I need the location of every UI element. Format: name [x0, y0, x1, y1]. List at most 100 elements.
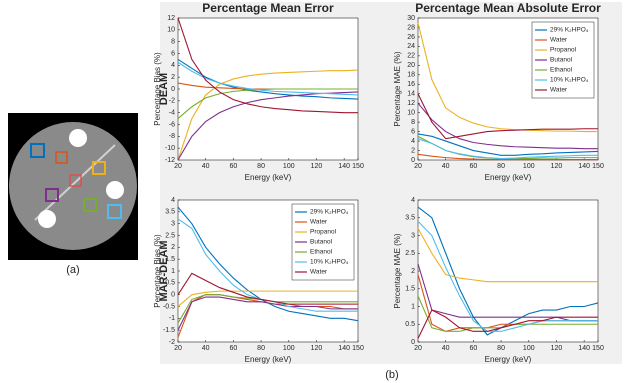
y-tick-label: 4	[171, 197, 175, 204]
y-tick-label: 14	[407, 91, 415, 98]
y-tick-label: 0	[411, 339, 415, 346]
y-tick-label: -8	[169, 133, 175, 140]
y-tick-label: 0	[171, 292, 175, 299]
legend-label: Water	[310, 219, 328, 226]
insert	[69, 129, 87, 147]
insert	[38, 210, 56, 228]
legend-label: 29% K₂HPO₄	[310, 209, 349, 216]
chart-title: Percentage Mean Absolute Error	[415, 1, 601, 15]
y-tick-label: 12	[167, 15, 175, 22]
y-tick-label: 0.5	[405, 321, 415, 328]
y-tick-label: 2.5	[405, 250, 415, 257]
x-tick-label: 140	[338, 163, 350, 170]
x-tick-label: 150	[352, 163, 364, 170]
figure: (a) (b) DEAM MAR-DEAM Percentage Mean Er…	[0, 0, 624, 383]
x-tick-label: 100	[283, 163, 295, 170]
x-tick-label: 80	[257, 163, 265, 170]
y-tick-label: -0.5	[163, 303, 175, 310]
y-tick-label: 4	[411, 197, 415, 204]
y-tick-label: -1.5	[163, 327, 175, 334]
legend-label: Water	[550, 87, 568, 94]
x-axis-label: Energy (keV)	[485, 173, 532, 182]
x-tick-label: 100	[523, 345, 535, 352]
x-tick-label: 40	[442, 345, 450, 352]
x-tick-label: 150	[592, 345, 604, 352]
legend-label: Butanol	[550, 57, 573, 64]
y-tick-label: 1.5	[405, 286, 415, 293]
y-tick-label: 24	[407, 43, 415, 50]
y-tick-label: 22	[407, 53, 415, 60]
legend-label: 10% K₂HPO₄	[310, 259, 349, 266]
legend-label: 10% K₂HPO₄	[550, 77, 589, 84]
x-tick-label: 60	[469, 345, 477, 352]
y-tick-label: 3	[171, 221, 175, 228]
y-tick-label: 16	[407, 81, 415, 88]
y-tick-label: 6	[171, 50, 175, 57]
y-tick-label: 0	[171, 86, 175, 93]
phantom-image	[8, 113, 138, 260]
y-tick-label: 3.5	[405, 215, 415, 222]
y-tick-label: 1	[411, 303, 415, 310]
legend-label: Butanol	[310, 239, 333, 246]
y-tick-label: -6	[169, 121, 175, 128]
legend-label: Ethanol	[550, 67, 573, 74]
x-axis-label: Energy (keV)	[245, 173, 292, 182]
legend-label: Water	[550, 37, 568, 44]
y-tick-label: 1	[171, 268, 175, 275]
legend-label: Propanol	[550, 47, 577, 54]
x-tick-label: 120	[311, 345, 323, 352]
y-tick-label: 3.5	[165, 209, 175, 216]
y-tick-label: -2	[169, 339, 175, 346]
y-axis-label: Percentage MAE (%)	[393, 233, 402, 308]
y-tick-label: -10	[165, 145, 175, 152]
y-tick-label: 0	[411, 157, 415, 164]
x-tick-label: 40	[202, 345, 210, 352]
x-tick-label: 120	[551, 163, 563, 170]
x-tick-label: 100	[523, 163, 535, 170]
chart-title: Percentage Mean Error	[202, 1, 334, 15]
legend-label: Propanol	[310, 229, 337, 236]
x-axis-label: Energy (keV)	[245, 355, 292, 364]
x-tick-label: 140	[578, 163, 590, 170]
y-tick-label: -4	[169, 110, 175, 117]
x-tick-label: 80	[497, 345, 505, 352]
x-tick-label: 20	[174, 163, 182, 170]
y-tick-label: 26	[407, 34, 415, 41]
y-axis-label: Percentage MAE (%)	[393, 51, 402, 126]
y-tick-label: 0.5	[165, 280, 175, 287]
y-tick-label: 30	[407, 15, 415, 22]
x-tick-label: 150	[592, 163, 604, 170]
x-axis-label: Energy (keV)	[485, 355, 532, 364]
x-tick-label: 20	[414, 163, 422, 170]
y-tick-label: 1.5	[165, 256, 175, 263]
y-tick-label: 12	[407, 100, 415, 107]
y-tick-label: 8	[171, 39, 175, 46]
subplot: Percentage Mean Error Energy (keV) Percent…	[153, 1, 364, 182]
y-tick-label: -12	[165, 157, 175, 164]
x-tick-label: 80	[497, 163, 505, 170]
y-tick-label: 4	[171, 62, 175, 69]
x-tick-label: 40	[202, 163, 210, 170]
x-tick-label: 80	[257, 345, 265, 352]
y-axis-label: Percentage Bias (%)	[153, 234, 162, 308]
y-tick-label: 20	[407, 62, 415, 69]
x-tick-label: 120	[311, 163, 323, 170]
panel-label: (b)	[385, 369, 398, 381]
y-axis-label: Percentage Bias (%)	[153, 52, 162, 126]
y-tick-label: 3	[411, 232, 415, 239]
x-tick-label: 60	[229, 345, 237, 352]
x-tick-label: 100	[283, 345, 295, 352]
y-tick-label: 2	[411, 268, 415, 275]
legend-label: Ethanol	[310, 249, 333, 256]
y-tick-label: 18	[407, 72, 415, 79]
insert	[106, 181, 124, 199]
y-tick-label: 28	[407, 24, 415, 31]
x-tick-label: 20	[414, 345, 422, 352]
y-tick-label: -2	[169, 98, 175, 105]
y-tick-label: 2.5	[165, 232, 175, 239]
x-tick-label: 140	[338, 345, 350, 352]
y-tick-label: 2	[411, 147, 415, 154]
legend-label: Water	[310, 269, 328, 276]
